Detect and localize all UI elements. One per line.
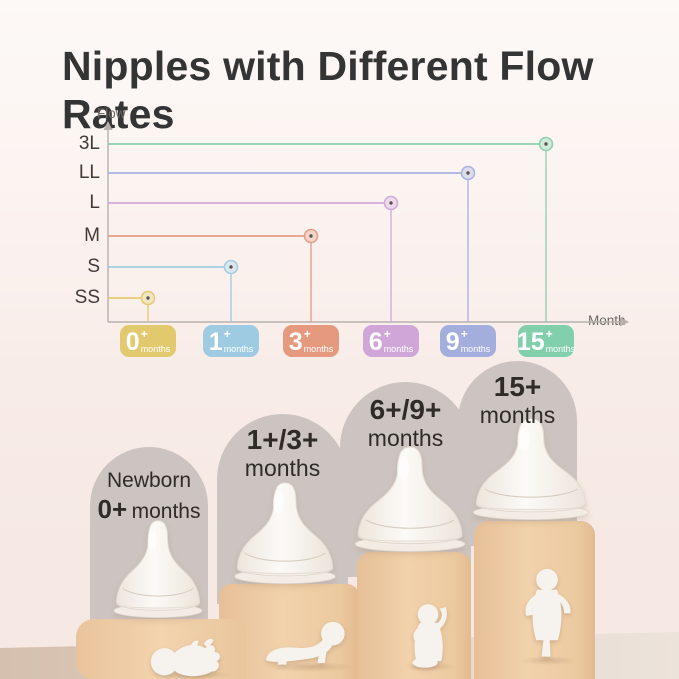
flow-marker-ring [460, 165, 476, 181]
standing-toddler-icon [525, 568, 571, 657]
badge-number: 15 [516, 328, 545, 356]
badge-unit: months [223, 344, 254, 354]
month-badge-1plus: 1 + months [203, 325, 259, 357]
stand-unit: months [367, 425, 444, 451]
stand-age: 0+ [97, 494, 128, 524]
flow-marker-dot [309, 234, 313, 238]
badge-number: 0 [125, 328, 140, 356]
month-badge-15plus: 15 + months [516, 325, 576, 357]
month-badge-3plus: 3 + months [283, 325, 339, 357]
badge-unit: months [545, 344, 576, 354]
badge-number: 6 [368, 328, 383, 356]
baby-shadow [266, 662, 356, 672]
flow-marker-dot [229, 265, 233, 269]
flow-marker [539, 137, 553, 151]
month-badge-9plus: 9 + months [440, 325, 496, 357]
nipple-image-newborn [113, 520, 203, 619]
badge-number: 3 [288, 328, 303, 356]
badge-unit: months [383, 344, 414, 354]
stand-age: 15+ [493, 371, 542, 402]
stand-label-newborn: Newborn 0+ months [90, 468, 208, 525]
badge-plus: + [545, 327, 553, 341]
flow-marker [224, 260, 238, 274]
flow-marker-ring [223, 259, 239, 275]
flow-level-3l: 3L [78, 133, 100, 154]
flow-marker-ring [538, 136, 554, 152]
pedestal-6-9-months [357, 552, 471, 679]
nipple-image-1-3-months [234, 482, 336, 585]
nipple-image-15-months [472, 418, 590, 521]
flow-marker-ring [303, 228, 319, 244]
badge-plus: + [383, 327, 391, 341]
stand-age: 6+/9+ [369, 394, 442, 425]
stand-name: Newborn [106, 469, 192, 492]
stand-unit: months [131, 500, 201, 523]
nipple-image-6-9-months [354, 446, 466, 553]
page-title: Nipples with Different Flow Rates [62, 43, 594, 138]
flow-marker-dot [466, 171, 470, 175]
stand-age: 1+/3+ [246, 424, 319, 455]
flow-level-m: M [84, 225, 100, 246]
badge-plus: + [303, 327, 311, 341]
badge-plus: + [140, 327, 148, 341]
flow-level-s: S [87, 256, 100, 277]
flow-marker-ring [140, 290, 156, 306]
flow-level-ll: LL [78, 162, 100, 183]
baby-shadow [520, 656, 576, 665]
badge-plus: + [223, 327, 231, 341]
flow-marker [304, 229, 318, 243]
badge-plus: + [460, 327, 468, 341]
flow-axis-label: Flow [97, 106, 126, 121]
flow-level-ss: SS [74, 287, 100, 308]
crawling-baby-icon [265, 621, 345, 665]
flow-marker-ring [383, 195, 399, 211]
badge-unit: months [140, 344, 171, 354]
flow-marker-dot [146, 296, 150, 300]
flow-marker-dot [544, 142, 548, 146]
badge-unit: months [303, 344, 334, 354]
month-badge-0plus: 0 + months [120, 325, 176, 357]
flow-marker [461, 166, 475, 180]
flow-marker [384, 196, 398, 210]
newborn-baby-icon [150, 638, 220, 677]
flow-marker [141, 291, 155, 305]
flow-marker-dot [389, 201, 393, 205]
stand-label-15-months: 15+ months [458, 371, 577, 429]
badge-number: 9 [445, 328, 460, 356]
stand-unit: months [244, 455, 321, 481]
badge-number: 1 [208, 328, 223, 356]
sitting-baby-icon [412, 604, 447, 668]
badge-unit: months [460, 344, 491, 354]
flow-level-l: L [89, 192, 100, 213]
month-axis-label: Month [588, 313, 626, 328]
stand-label-6-9-months: 6+/9+ months [340, 394, 471, 452]
month-badge-6plus: 6 + months [363, 325, 419, 357]
stand-label-1-3-months: 1+/3+ months [217, 424, 348, 482]
stand-unit: months [479, 402, 556, 428]
